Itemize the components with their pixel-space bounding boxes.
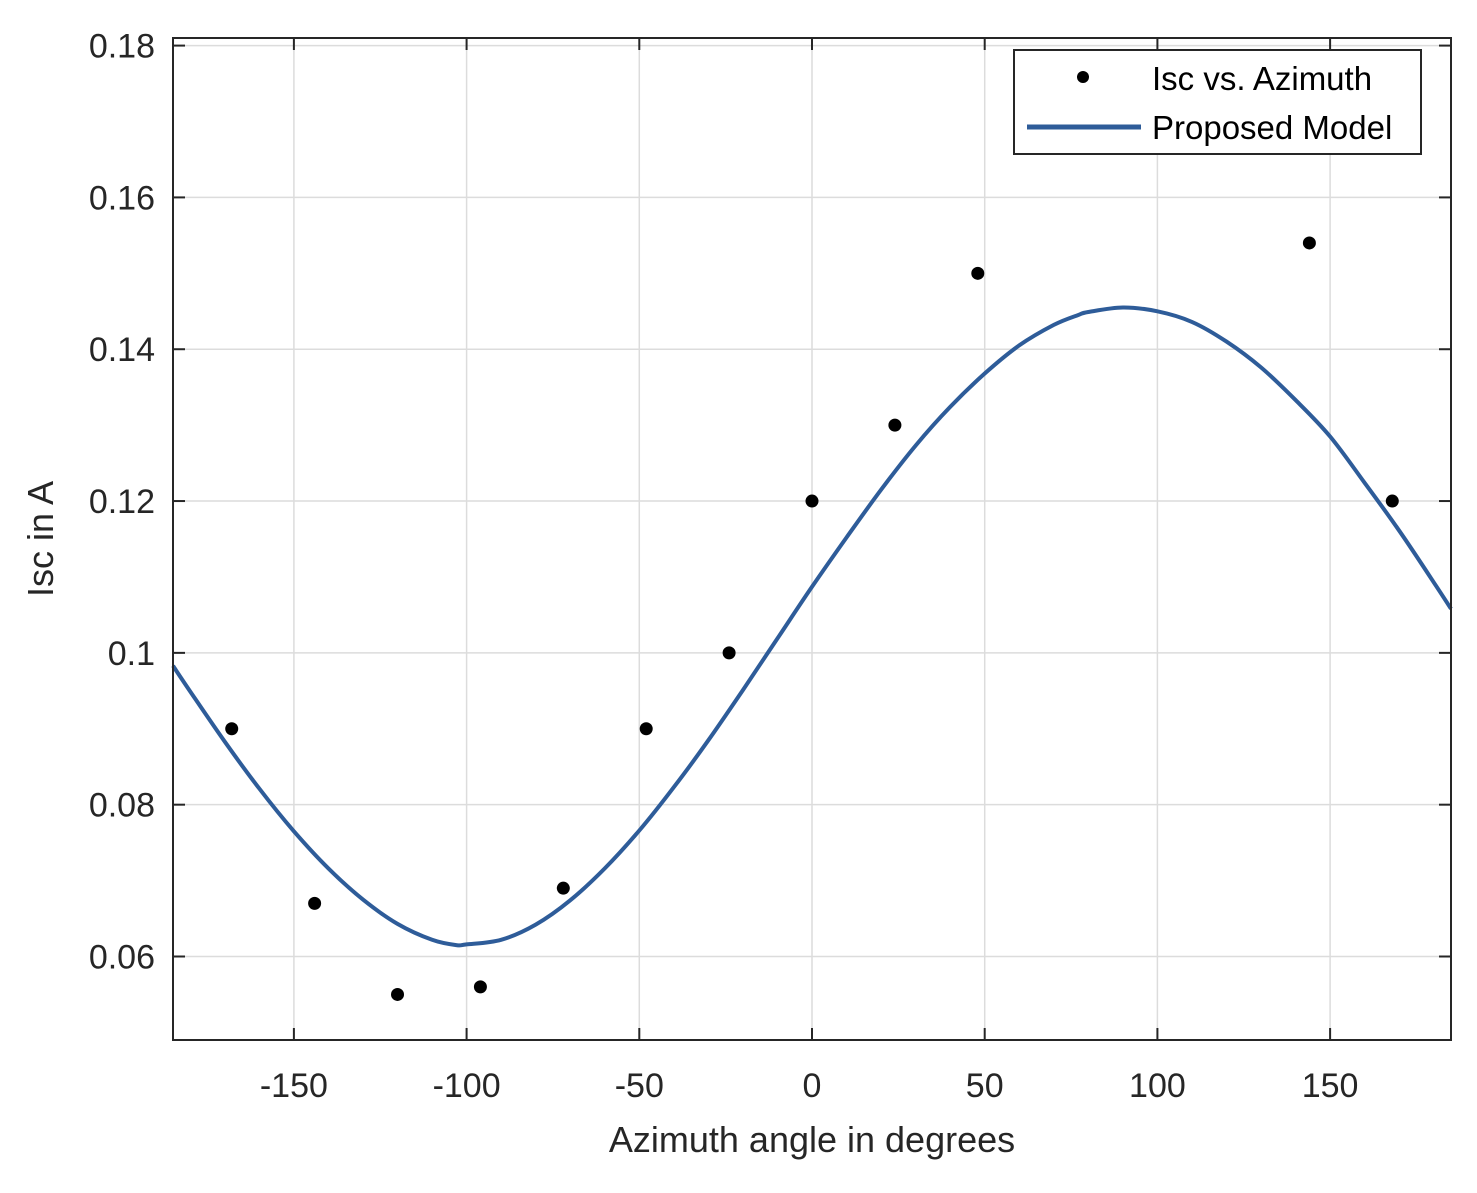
y-tick-label: 0.16 [89,179,155,217]
data-point [888,418,902,432]
data-point [805,494,819,508]
data-point [473,980,487,994]
x-tick-label: -50 [615,1067,664,1105]
y-tick-label: 0.06 [89,939,155,977]
x-tick-label: -150 [260,1067,328,1105]
x-axis-label: Azimuth angle in degrees [609,1119,1015,1160]
y-tick-label: 0.12 [89,483,155,521]
data-point [1385,494,1399,508]
y-tick-label: 0.1 [108,635,155,673]
x-tick-label: 150 [1302,1067,1359,1105]
data-point [308,896,322,910]
x-tick-label: 50 [966,1067,1004,1105]
model-curve [171,305,1453,948]
model-curve-layer [171,305,1453,948]
y-tick-label: 0.18 [89,28,155,66]
data-point [556,881,570,895]
legend: Isc vs. Azimuth Proposed Model [1013,49,1422,155]
y-axis-label: Isc in A [20,481,61,597]
legend-label-scatter: Isc vs. Azimuth [1152,60,1372,97]
tick-marks [173,38,1451,1040]
data-point [639,722,653,736]
data-point [225,722,239,736]
x-tick-label: 0 [803,1067,822,1105]
data-point [971,266,985,280]
y-tick-labels: 0.06 0.08 0.1 0.12 0.14 0.16 0.18 [89,28,155,977]
y-tick-label: 0.14 [89,331,155,369]
data-points-layer [225,236,1399,1001]
legend-label-model: Proposed Model [1152,109,1392,146]
x-tick-labels: -150 -100 -50 0 50 100 150 [260,1067,1359,1105]
legend-box [1013,49,1422,155]
data-point [1302,236,1316,250]
data-point [391,987,405,1001]
x-tick-label: -100 [433,1067,501,1105]
data-point [722,646,736,660]
legend-marker-scatter [1077,71,1089,83]
x-tick-label: 100 [1129,1067,1186,1105]
y-tick-label: 0.08 [89,787,155,825]
